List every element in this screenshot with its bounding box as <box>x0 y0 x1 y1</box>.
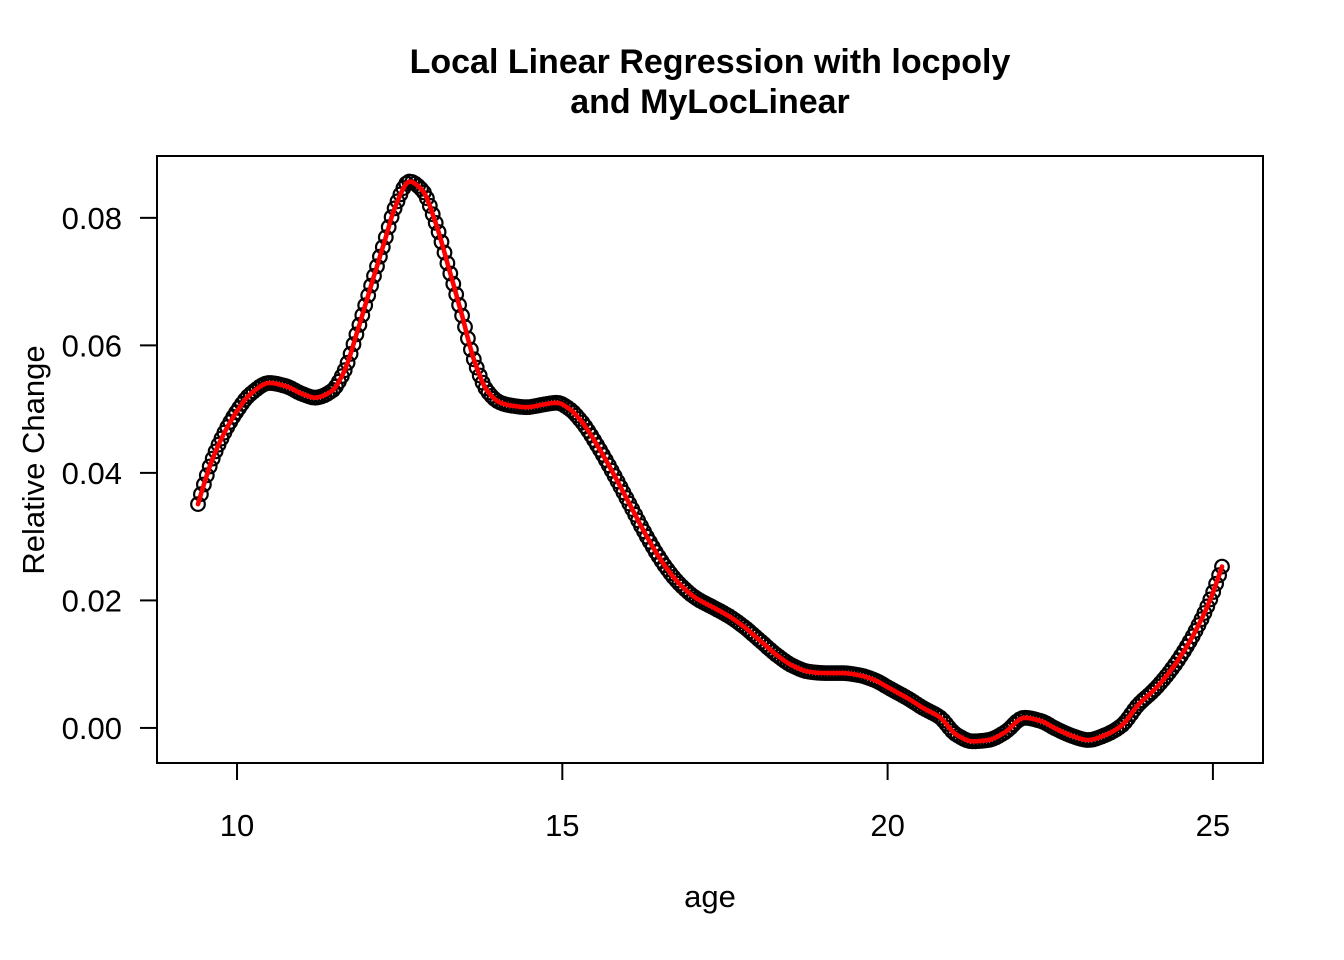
x-tick-label: 10 <box>220 808 254 843</box>
x-tick-label: 15 <box>545 808 579 843</box>
x-tick-label: 20 <box>870 808 904 843</box>
y-axis: 0.00 0.02 0.04 0.06 0.08 <box>62 201 156 746</box>
x-axis: 10 15 20 25 <box>220 764 1230 843</box>
x-tick-label: 25 <box>1196 808 1230 843</box>
y-tick-label: 0.00 <box>62 711 122 746</box>
data-point-circle <box>389 193 406 210</box>
x-axis-title: age <box>684 879 736 914</box>
data-point-circle <box>1202 591 1219 608</box>
y-axis-title: Relative Change <box>16 345 51 575</box>
y-tick-label: 0.04 <box>62 456 122 491</box>
chart-title-line1: Local Linear Regression with locpoly <box>409 43 1011 81</box>
data-point-circle <box>419 190 435 207</box>
plot-box <box>156 155 1264 764</box>
chart-title-line2: and MyLocLinear <box>570 83 850 121</box>
locpoly-points-series <box>190 173 1230 750</box>
chart-title: Local Linear Regression with locpoly and… <box>157 42 1263 122</box>
y-tick-label: 0.06 <box>62 328 122 363</box>
data-point-circle <box>1199 598 1216 615</box>
data-point-circle <box>336 362 353 379</box>
myloclinear-line <box>195 179 1225 744</box>
y-tick-label: 0.02 <box>62 583 122 618</box>
data-point-circle <box>471 367 488 384</box>
y-tick-label: 0.08 <box>62 201 122 236</box>
data-point-circle <box>204 450 221 467</box>
